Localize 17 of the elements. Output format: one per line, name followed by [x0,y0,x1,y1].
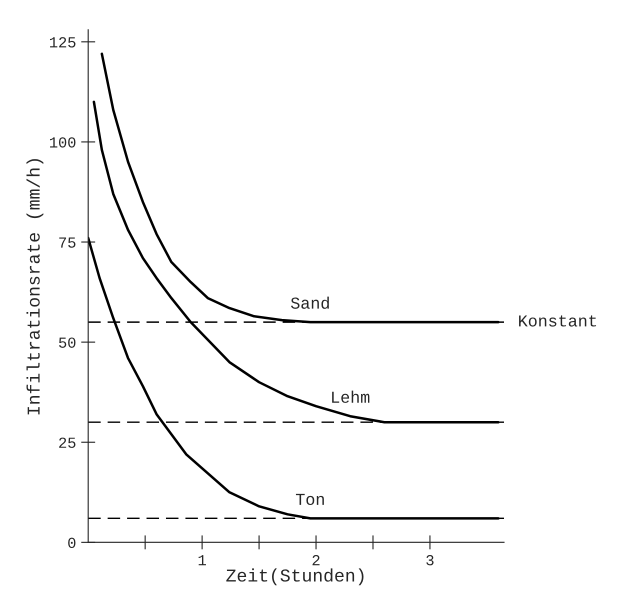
x-tick-label: 1 [198,555,206,566]
series-label: Sand [290,296,329,309]
series-label: Ton [296,494,324,506]
y-tick-label: 50 [59,337,76,348]
line-series [88,236,500,520]
x-tick-label: 3 [426,555,434,566]
series-label: Lehm [332,390,370,403]
x-axis-title: Zeit(Stunden) [226,568,364,586]
y-axis-title: Infiltrationsrate (mm/h) [26,159,44,414]
y-tick-label: 125 [50,37,76,48]
annotation: Konstant [519,315,596,327]
y-tick-label: 75 [59,238,76,248]
y-tick-label: 100 [50,137,76,148]
x-tick-label: 2 [312,555,320,566]
y-tick-label: 0 [68,538,76,548]
y-tick-label: 25 [59,438,76,448]
line-series [92,100,500,424]
